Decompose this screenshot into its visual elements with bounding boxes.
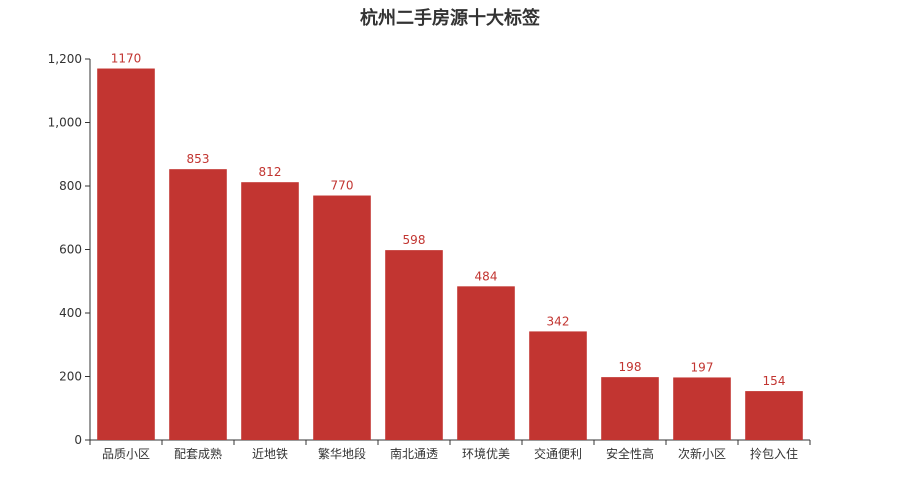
y-tick-label: 800	[59, 179, 82, 193]
x-tick-label: 繁华地段	[318, 446, 366, 461]
bar	[385, 250, 443, 440]
bar	[745, 391, 803, 440]
y-tick-label: 1,200	[48, 52, 82, 66]
data-label: 484	[475, 269, 498, 283]
x-tick-label: 次新小区	[678, 446, 726, 461]
y-tick-label: 1,000	[48, 116, 82, 130]
x-tick-label: 配套成熟	[174, 446, 222, 461]
bar	[169, 169, 227, 441]
x-tick-label: 交通便利	[534, 446, 582, 461]
y-tick-label: 600	[59, 243, 82, 257]
data-label: 598	[403, 233, 426, 247]
data-label: 197	[691, 360, 714, 374]
data-label: 812	[259, 165, 282, 179]
bar	[601, 377, 659, 440]
y-tick-label: 400	[59, 306, 82, 320]
y-tick-label: 0	[74, 433, 82, 447]
data-label: 342	[547, 314, 570, 328]
bar	[529, 331, 587, 440]
x-tick-label: 品质小区	[102, 447, 150, 461]
data-label: 198	[619, 360, 642, 374]
x-tick-label: 南北通透	[390, 446, 438, 461]
data-label: 770	[331, 179, 354, 193]
bar	[313, 195, 371, 440]
data-label: 154	[763, 374, 786, 388]
bar	[241, 182, 299, 440]
x-tick-label: 安全性高	[606, 446, 654, 461]
bar	[97, 68, 155, 441]
x-tick-label: 近地铁	[252, 447, 288, 461]
bar	[673, 377, 731, 440]
chart-title: 杭州二手房源十大标签	[360, 8, 540, 29]
x-tick-label: 环境优美	[462, 446, 510, 461]
y-tick-label: 200	[59, 370, 82, 384]
bar	[457, 286, 515, 440]
data-label: 1170	[111, 52, 142, 66]
data-label: 853	[187, 152, 210, 166]
x-tick-label: 拎包入住	[750, 447, 798, 461]
